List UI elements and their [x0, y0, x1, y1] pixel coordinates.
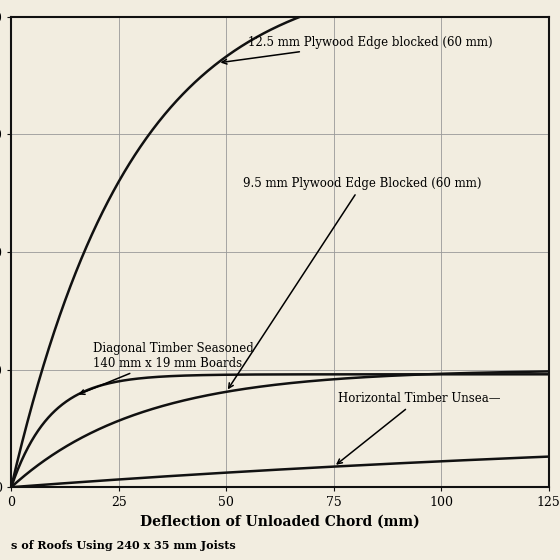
Text: 9.5 mm Plywood Edge Blocked (60 mm): 9.5 mm Plywood Edge Blocked (60 mm) [228, 177, 482, 388]
Text: Horizontal Timber Unsea—: Horizontal Timber Unsea— [337, 392, 501, 464]
Text: s of Roofs Using 240 x 35 mm Joists: s of Roofs Using 240 x 35 mm Joists [11, 540, 236, 551]
Text: 12.5 mm Plywood Edge blocked (60 mm): 12.5 mm Plywood Edge blocked (60 mm) [222, 36, 492, 64]
Text: Diagonal Timber Seasoned
140 mm x 19 mm Boards: Diagonal Timber Seasoned 140 mm x 19 mm … [80, 342, 254, 394]
X-axis label: Deflection of Unloaded Chord (mm): Deflection of Unloaded Chord (mm) [140, 515, 420, 529]
